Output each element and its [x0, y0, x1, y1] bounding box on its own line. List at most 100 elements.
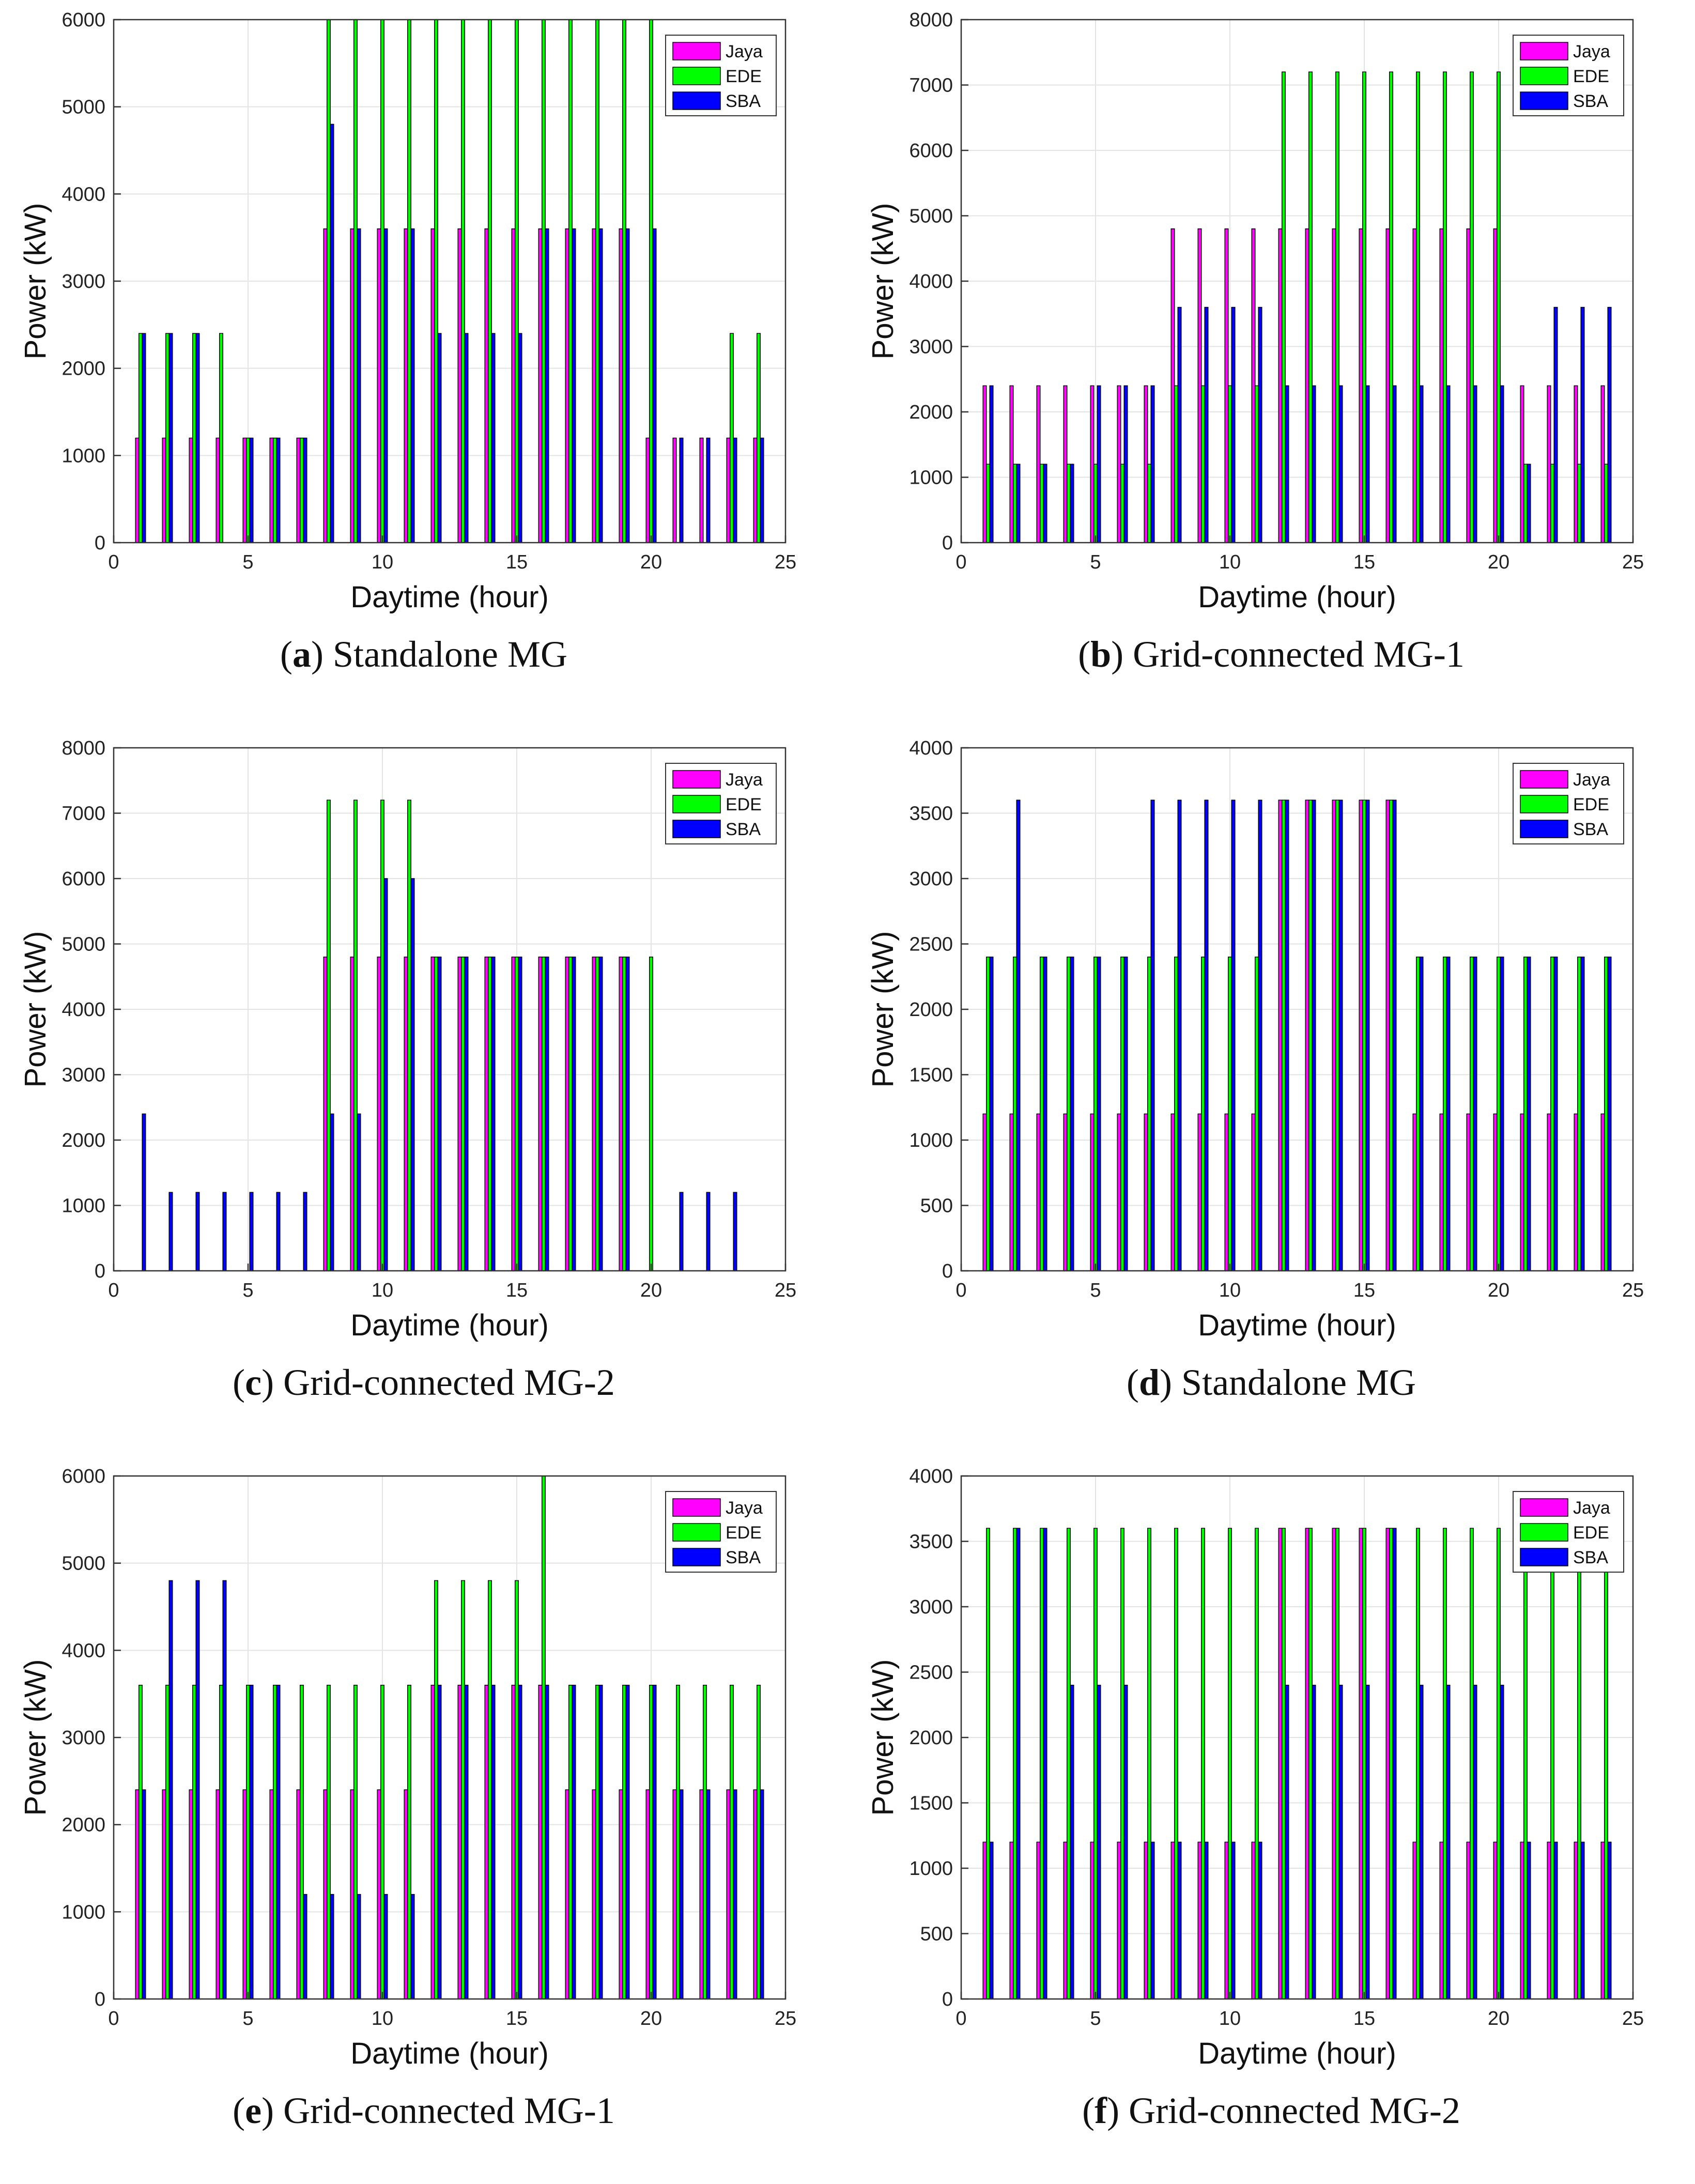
chart-f-y-tick-label: 1500	[909, 1793, 953, 1814]
chart-d-y-tick-label: 2000	[909, 999, 953, 1021]
chart-a-bar-sba-h7	[303, 437, 307, 543]
chart-e-x-tick-label: 25	[775, 2008, 796, 2029]
chart-c-bar-sba-h12	[437, 957, 442, 1271]
chart-e-bar-jaya-h15	[511, 1685, 516, 2000]
chart-a-bar-sba-h21	[679, 437, 684, 543]
chart-f-bar-sba-h9	[1204, 1841, 1209, 2000]
chart-c-bar-ede-h9	[353, 799, 358, 1271]
chart-a-bar-jaya-h19	[619, 228, 623, 543]
chart-c-legend-label-jaya: Jaya	[726, 770, 763, 790]
chart-d-bar-jaya-h11	[1251, 1113, 1256, 1271]
chart-e-bar-ede-h1	[138, 1685, 143, 2000]
chart-c-bar-sba-h8	[330, 1113, 334, 1271]
chart-a-x-tick-label: 0	[108, 551, 119, 573]
chart-f-bar-sba-h4	[1070, 1685, 1074, 2000]
chart-c-bar-sba-h22	[706, 1192, 711, 1271]
chart-d-bar-sba-h22	[1553, 957, 1558, 1271]
chart-d-legend-swatch-sba	[1520, 820, 1568, 838]
chart-a-y-axis-label: Power (kW)	[19, 203, 52, 360]
chart-b-bar-sba-h21	[1527, 464, 1531, 543]
chart-d-bar-jaya-h20	[1493, 1113, 1498, 1271]
chart-f-y-tick-label: 0	[942, 1989, 953, 2010]
chart-f-bar-sba-h2	[1016, 1528, 1021, 2000]
chart-f-bar-ede-h2	[1013, 1528, 1017, 2000]
chart-e-bar-ede-h6	[273, 1685, 277, 2000]
chart-d-bar-ede-h23	[1577, 957, 1581, 1271]
chart-d-bar-sba-h1	[989, 957, 994, 1271]
chart-e-y-tick-label: 4000	[61, 1640, 105, 1662]
chart-a-y-tick-label: 5000	[61, 97, 105, 118]
chart-e-bar-jaya-h11	[404, 1789, 408, 2000]
chart-c-y-tick-label: 5000	[61, 934, 105, 956]
chart-f-bar-jaya-h6	[1117, 1841, 1121, 2000]
chart-f-bar-sba-h14	[1338, 1685, 1343, 2000]
chart-a-bar-ede-h6	[273, 437, 277, 543]
chart-c-legend-swatch-ede	[672, 795, 721, 813]
chart-a-bar-sba-h17	[572, 228, 576, 543]
chart-e-x-tick-label: 0	[108, 2008, 119, 2029]
chart-e-bar-jaya-h3	[189, 1789, 193, 2000]
chart-e-bar-jaya-h4	[215, 1789, 220, 2000]
chart-a-bar-ede-h11	[407, 19, 411, 543]
chart-b-x-tick-label: 5	[1090, 551, 1101, 573]
chart-a-bar-sba-h23	[733, 437, 737, 543]
chart-b-bar-sba-h15	[1365, 385, 1370, 543]
chart-a-bar-ede-h7	[300, 437, 304, 543]
chart-f-bar-sba-h22	[1553, 1841, 1558, 2000]
chart-d-caption-letter: d	[1139, 1362, 1160, 1403]
chart-b-y-tick-label: 8000	[909, 9, 953, 31]
chart-a-bar-jaya-h17	[565, 228, 569, 543]
chart-e-bar-jaya-h1	[135, 1789, 140, 2000]
chart-f-bar-ede-h19	[1470, 1528, 1474, 2000]
chart-c-bar-sba-h16	[545, 957, 549, 1271]
chart-c-bar-jaya-h17	[565, 957, 569, 1271]
chart-e-bar-sba-h4	[222, 1580, 227, 2000]
chart-b-bar-ede-h10	[1228, 385, 1232, 543]
chart-f-y-tick-label: 3500	[909, 1531, 953, 1553]
chart-f-x-tick-label: 15	[1353, 2008, 1375, 2029]
chart-c-bar-jaya-h11	[404, 957, 408, 1271]
chart-d-bar-jaya-h15	[1359, 799, 1363, 1271]
chart-c-y-tick-label: 2000	[61, 1130, 105, 1151]
chart-f-legend-label-ede: EDE	[1573, 1523, 1609, 1543]
chart-e-bar-ede-h7	[300, 1685, 304, 2000]
chart-c-bar-sba-h4	[222, 1192, 227, 1271]
chart-b-bar-ede-h5	[1093, 464, 1098, 543]
chart-c-bar-jaya-h12	[430, 957, 435, 1271]
chart-d-bar-ede-h1	[986, 957, 990, 1271]
chart-d-bar-sba-h2	[1016, 799, 1021, 1271]
chart-d-bar-sba-h23	[1580, 957, 1585, 1271]
chart-a-bar-jaya-h16	[538, 228, 543, 543]
chart-e-bar-jaya-h19	[619, 1789, 623, 2000]
chart-b-bar-ede-h21	[1523, 464, 1528, 543]
chart-b-bar-ede-h16	[1389, 71, 1393, 543]
chart-e-bar-sba-h8	[330, 1894, 334, 2000]
chart-b-bar-sba-h3	[1043, 464, 1047, 543]
chart-c-bar-sba-h21	[679, 1192, 684, 1271]
chart-panel-a: 0 5 10 15 20 25 0 1000 2000 3000 4000 5000 6000 Dayti…	[0, 0, 847, 728]
chart-d-bar-ede-h2	[1013, 957, 1017, 1271]
chart-a-bar-sba-h11	[410, 228, 415, 543]
chart-f-bar-jaya-h4	[1063, 1841, 1068, 2000]
chart-a-bar-jaya-h10	[377, 228, 381, 543]
chart-a-bar-sba-h9	[357, 228, 361, 543]
chart-d-svg: 0 5 10 15 20 25 0 500 1000 1500 2000 2500 3000 3500 40…	[866, 737, 1644, 1342]
chart-b-caption-title: Grid-connected MG-1	[1133, 634, 1465, 675]
chart-b-bar-ede-h2	[1013, 464, 1017, 543]
chart-b-bar-sba-h12	[1285, 385, 1289, 543]
chart-a-bar-sba-h22	[706, 437, 711, 543]
chart-c-x-tick-label: 15	[506, 1280, 528, 1301]
chart-e-legend-label-sba: SBA	[726, 1548, 761, 1567]
chart-e-bar-jaya-h2	[162, 1789, 166, 2000]
chart-b-bar-ede-h1	[986, 464, 990, 543]
chart-b-bar-jaya-h24	[1600, 385, 1605, 543]
chart-c-x-tick-label: 25	[775, 1280, 796, 1301]
chart-a-bar-sba-h10	[383, 228, 388, 543]
chart-f-bar-ede-h17	[1416, 1528, 1420, 2000]
chart-c-caption-title: Grid-connected MG-2	[283, 1362, 615, 1403]
chart-b-x-tick-label: 0	[956, 551, 966, 573]
chart-d-bar-jaya-h4	[1063, 1113, 1068, 1271]
chart-f-bar-jaya-h18	[1439, 1841, 1444, 2000]
chart-f-legend-swatch-jaya	[1520, 1498, 1568, 1517]
chart-d-bar-ede-h24	[1604, 957, 1608, 1271]
